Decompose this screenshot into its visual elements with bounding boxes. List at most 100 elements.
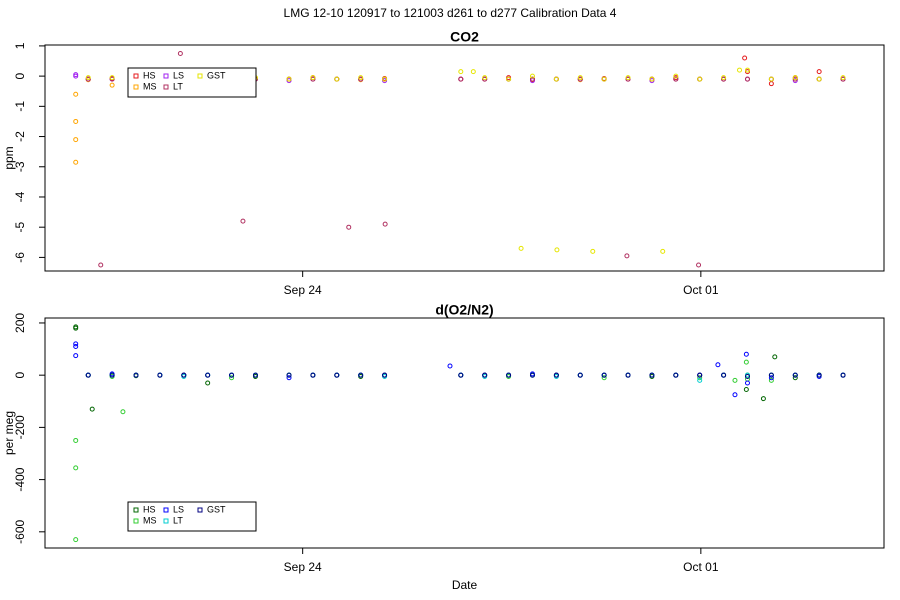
point: [310, 372, 316, 378]
legend-label: MS: [143, 81, 157, 91]
legend-label: LS: [173, 70, 184, 80]
y-tick-label: -2: [13, 131, 27, 142]
point: [649, 372, 655, 378]
legend-marker: [163, 84, 169, 90]
point: [133, 372, 139, 378]
point: [482, 372, 488, 378]
y-tick-label: -5: [13, 222, 27, 233]
point: [768, 81, 774, 87]
point: [73, 341, 79, 347]
point: [577, 76, 583, 82]
point: [744, 380, 750, 386]
point: [697, 372, 703, 378]
point: [506, 75, 512, 81]
point: [721, 75, 727, 81]
legend-marker: [197, 73, 203, 79]
point: [732, 377, 738, 383]
point: [229, 375, 235, 381]
point: [482, 76, 488, 82]
point: [98, 262, 104, 268]
point: [334, 76, 340, 82]
point: [458, 69, 464, 75]
legend-label: GST: [207, 504, 226, 514]
panel-title: CO2: [450, 29, 479, 45]
point: [310, 76, 316, 82]
point: [601, 375, 607, 381]
point: [529, 76, 535, 82]
point: [792, 375, 798, 381]
point: [601, 76, 607, 82]
point: [109, 75, 115, 81]
point: [252, 372, 258, 378]
y-tick-label: -400: [13, 467, 27, 491]
point: [744, 373, 750, 379]
y-tick-label: -6: [13, 252, 27, 263]
point: [792, 75, 798, 81]
point: [470, 69, 476, 75]
point: [529, 78, 535, 84]
y-tick-label: 1: [13, 42, 27, 49]
point: [73, 73, 79, 79]
x-tick-label: Oct 01: [683, 283, 719, 297]
legend-label: GST: [207, 70, 226, 80]
y-tick-label: -3: [13, 161, 27, 172]
point: [673, 75, 679, 81]
point: [673, 73, 679, 79]
legend-label: LS: [173, 504, 184, 514]
point: [157, 372, 163, 378]
legend-marker: [163, 73, 169, 79]
point: [624, 253, 630, 259]
point: [792, 78, 798, 84]
legend-marker: [133, 73, 139, 79]
point: [382, 221, 388, 227]
y-tick-label: -600: [13, 519, 27, 543]
point: [577, 75, 583, 81]
point: [601, 372, 607, 378]
legend-marker: [163, 518, 169, 524]
point: [286, 372, 292, 378]
point: [310, 75, 316, 81]
point: [89, 406, 95, 412]
point: [73, 343, 79, 349]
x-tick-label: Oct 01: [683, 560, 719, 574]
point: [625, 372, 631, 378]
point: [181, 372, 187, 378]
point: [744, 69, 750, 75]
point: [529, 372, 535, 378]
legend-label: HS: [143, 504, 156, 514]
point: [625, 75, 631, 81]
y-tick-label: 200: [13, 313, 27, 333]
point: [506, 372, 512, 378]
legend-marker: [197, 507, 203, 513]
plot-frame: [44, 44, 885, 272]
point: [743, 359, 749, 365]
point: [742, 55, 748, 61]
point: [660, 248, 666, 254]
y-tick-label: 0: [13, 72, 27, 79]
panel-title: d(O2/N2): [435, 302, 493, 318]
point: [577, 372, 583, 378]
point: [482, 75, 488, 81]
point: [816, 372, 822, 378]
y-tick-label: -4: [13, 191, 27, 202]
point: [673, 76, 679, 82]
point: [649, 78, 655, 84]
point: [73, 118, 79, 124]
point: [529, 73, 535, 79]
y-tick-label: 0: [13, 372, 27, 379]
legend-box: [127, 67, 257, 98]
legend-marker: [163, 507, 169, 513]
point: [458, 76, 464, 82]
point: [697, 375, 703, 381]
point: [743, 351, 749, 357]
point: [553, 372, 559, 378]
point: [73, 465, 79, 471]
x-tick-label: Sep 24: [284, 560, 322, 574]
point: [590, 248, 596, 254]
point: [816, 76, 822, 82]
point: [109, 82, 115, 88]
point: [697, 76, 703, 82]
point: [120, 409, 126, 415]
point: [625, 76, 631, 82]
